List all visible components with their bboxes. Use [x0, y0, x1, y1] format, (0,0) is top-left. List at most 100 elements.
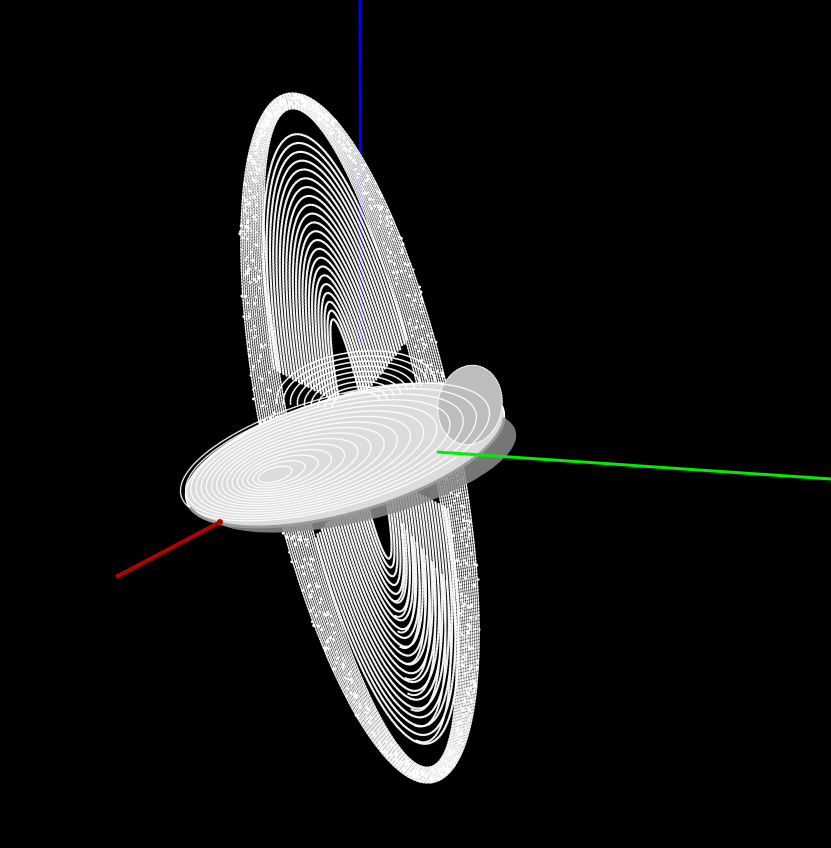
scatter-point	[250, 211, 253, 214]
scatter-point	[379, 206, 382, 209]
scatter-point	[245, 256, 249, 259]
scatter-point	[244, 258, 247, 261]
scatter-point	[449, 504, 452, 508]
scatter-point	[298, 96, 302, 100]
disc-ring	[226, 432, 372, 499]
scatter-point	[467, 693, 471, 697]
ring-arch-lower	[331, 494, 434, 675]
disc-ring	[190, 393, 464, 517]
scatter-point	[453, 509, 456, 511]
scatter-point	[302, 104, 307, 108]
scatter-point	[476, 659, 479, 663]
scatter-point	[294, 97, 297, 100]
scatter-point	[415, 774, 419, 778]
scatter-point	[353, 152, 356, 155]
scatter-point	[477, 614, 480, 617]
scatter-point	[364, 191, 368, 195]
scatter-point	[287, 92, 291, 95]
scatter-point	[349, 677, 353, 681]
scatter-point	[362, 191, 365, 195]
scatter-point	[245, 271, 249, 275]
scatter-point	[245, 212, 248, 215]
scatter-point	[238, 232, 242, 236]
ring-arch-upper	[275, 168, 400, 377]
scatter-point	[265, 124, 268, 127]
scatter-point	[278, 109, 281, 112]
disc-rim	[189, 417, 506, 529]
scatter-point	[308, 593, 312, 596]
scatter-point	[389, 753, 393, 757]
scatter-point	[316, 103, 319, 107]
scatter-point	[261, 404, 265, 408]
scatter-point	[468, 668, 471, 671]
scatter-point	[472, 675, 475, 678]
scatter-point	[467, 706, 471, 710]
scatter-point	[309, 563, 313, 567]
scatter-point	[410, 304, 413, 307]
scatter-point	[385, 215, 389, 218]
scatter-point	[375, 190, 379, 193]
scatter-point	[469, 700, 473, 704]
scatter-point	[475, 616, 478, 619]
scatter-point	[469, 687, 472, 690]
scatter-point	[462, 559, 465, 562]
disc-ring	[241, 448, 333, 492]
scatter-point	[382, 241, 386, 245]
scatter-point	[334, 127, 337, 130]
disc-ring	[252, 460, 306, 486]
scatter-point	[474, 627, 477, 631]
scatter-point	[305, 543, 309, 547]
ring-arch-lower	[314, 507, 460, 745]
scatter-point	[389, 742, 393, 746]
ring-arch-lower	[329, 496, 437, 684]
scatter-point	[258, 156, 261, 159]
scatter-point	[260, 345, 264, 349]
scatter-point	[344, 149, 348, 153]
scatter-point	[287, 551, 290, 554]
ring-arch-lower	[316, 506, 457, 737]
scatter-point	[255, 313, 258, 316]
scatter-point	[251, 388, 254, 391]
scatter-point	[252, 215, 256, 219]
scatter-point	[473, 562, 476, 566]
scatter-point	[252, 141, 255, 144]
scatter-point	[264, 343, 267, 347]
dome-ring	[324, 385, 388, 408]
scatter-point	[429, 777, 432, 781]
scatter-point	[440, 371, 444, 375]
scatter-point	[410, 326, 413, 329]
scatter-point	[283, 105, 287, 109]
scatter-point	[330, 123, 334, 126]
scatter-point	[302, 98, 307, 102]
scatter-point	[474, 683, 477, 687]
scatter-point	[456, 558, 460, 562]
scatter-point	[254, 146, 258, 150]
scatter-point	[410, 328, 413, 331]
scatter-point	[258, 130, 262, 134]
ring-arch-upper	[304, 247, 380, 392]
ring-arch-upper	[320, 291, 369, 400]
scatter-point	[245, 184, 248, 187]
scatter-point	[386, 744, 390, 748]
scatter-point	[245, 207, 247, 210]
scatter-point	[395, 282, 398, 286]
scatter-point	[330, 127, 333, 131]
scatter-point	[350, 681, 354, 684]
scatter-point	[377, 206, 380, 209]
scatter-point	[272, 411, 276, 415]
scatter-point	[358, 705, 362, 709]
scatter-point	[354, 167, 357, 171]
scatter-point	[400, 251, 404, 255]
scatter-point	[469, 520, 472, 523]
scatter-point	[269, 113, 273, 117]
scatter-point	[450, 760, 453, 764]
scatter-point	[460, 539, 464, 542]
scatter-point	[308, 107, 312, 111]
scatter-point	[419, 290, 423, 294]
scatter-point	[462, 679, 465, 682]
scatter-point	[415, 319, 419, 323]
scatter-point	[452, 750, 456, 753]
scatter-point	[240, 248, 243, 251]
